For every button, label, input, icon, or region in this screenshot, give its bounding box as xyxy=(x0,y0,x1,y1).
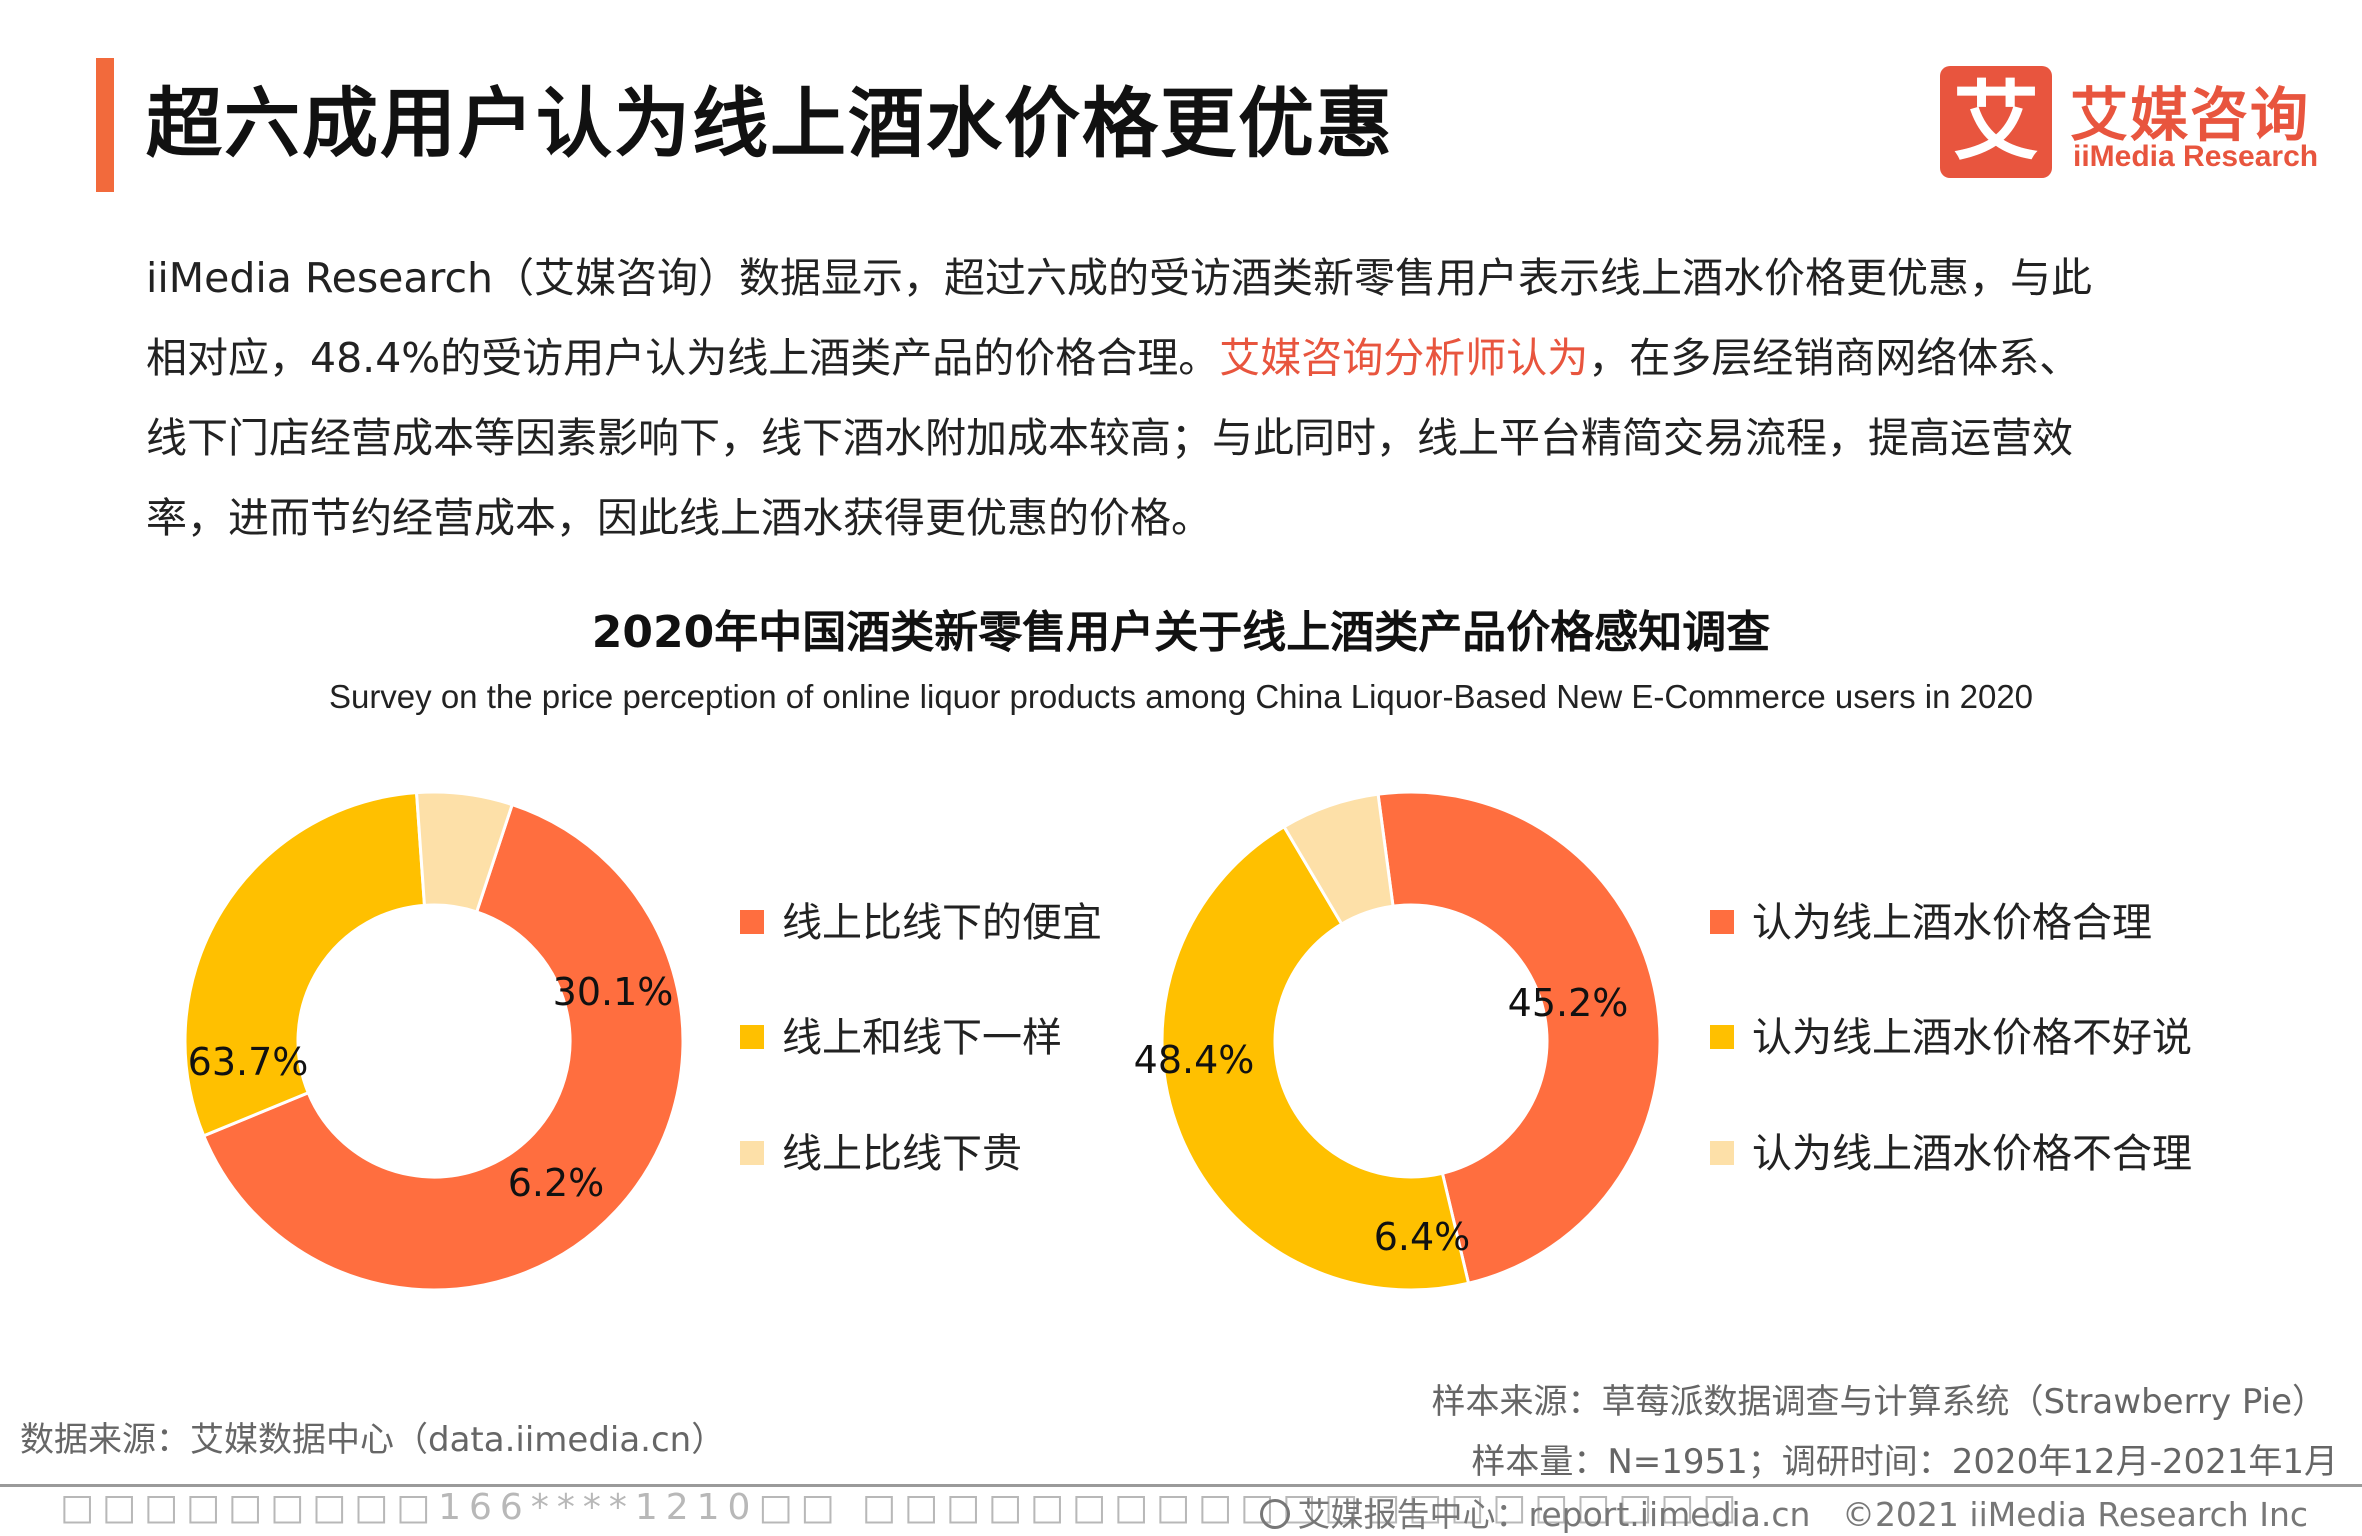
para-line-4: 率，进而节约经营成本，因此线上酒水获得更优惠的价格。 xyxy=(146,494,1212,542)
legend-item: 认为线上酒水价格不合理 xyxy=(1710,1129,2192,1179)
legend-swatch xyxy=(740,1025,764,1049)
report-center-link[interactable]: 艾媒报告中心：report.iimedia.cn xyxy=(1297,1495,1811,1534)
para-line-2-post: ，在多层经销商网络体系、 xyxy=(1588,334,2081,382)
copyright: ©2021 iiMedia Research Inc xyxy=(1841,1495,2308,1534)
legend-label: 认为线上酒水价格不好说 xyxy=(1752,1015,2192,1061)
legend-swatch xyxy=(1710,910,1734,934)
summary-paragraph: iiMedia Research（艾媒咨询）数据显示，超过六成的受访酒类新零售用… xyxy=(146,238,2236,558)
donut-slice xyxy=(183,791,427,1138)
donut-slice xyxy=(1282,792,1395,927)
legend-label: 认为线上酒水价格合理 xyxy=(1752,900,2152,946)
legend-item: 认为线上酒水价格合理 xyxy=(1710,898,2152,948)
footer-divider xyxy=(0,1484,2362,1487)
watermark-text: □□□□□□□□□166****1210□□ □□□□□□□□□□□□□□□□□… xyxy=(60,1487,1745,1528)
sample-source: 样本来源：草莓派数据调查与计算系统（Strawberry Pie） xyxy=(1431,1382,2326,1422)
slice-value-label: 63.7% xyxy=(188,1040,309,1084)
donut-slice xyxy=(1160,824,1471,1292)
donut-slice xyxy=(201,802,685,1292)
analyst-highlight: 艾媒咨询分析师认为 xyxy=(1219,334,1589,382)
donut-slice xyxy=(1376,790,1662,1286)
legend-item: 认为线上酒水价格不好说 xyxy=(1710,1013,2192,1063)
legend-item: 线上比线下贵 xyxy=(740,1129,1022,1179)
slice-value-label: 30.1% xyxy=(553,970,674,1014)
legend-label: 线上比线下的便宜 xyxy=(782,900,1102,946)
logo-mark: 艾 xyxy=(1940,66,2052,178)
donut-slice xyxy=(414,790,515,914)
legend-swatch xyxy=(1710,1025,1734,1049)
slice-value-label: 6.4% xyxy=(1374,1215,1471,1259)
legend-swatch xyxy=(740,910,764,934)
chart-title: 2020年中国酒类新零售用户关于线上酒类产品价格感知调查 xyxy=(591,607,1771,658)
legend-swatch xyxy=(1710,1141,1734,1165)
para-line-2-pre: 相对应，48.4%的受访用户认为线上酒类产品的价格合理。 xyxy=(146,334,1220,382)
legend-label: 线上比线下贵 xyxy=(782,1131,1022,1177)
legend-item: 线上和线下一样 xyxy=(740,1013,1062,1063)
legend-swatch xyxy=(740,1141,764,1165)
logo-cn-text: 艾媒咨询 xyxy=(2070,81,2311,149)
chart-subtitle: Survey on the price perception of online… xyxy=(328,678,2034,715)
iimedia-logo: 艾 艾媒咨询 iiMedia Research xyxy=(1940,62,2340,180)
para-line-3: 线下门店经营成本等因素影响下，线下酒水附加成本较高；与此同时，线上平台精简交易流… xyxy=(146,414,2073,462)
sample-size: 样本量：N=1951；调研时间：2020年12月-2021年1月 xyxy=(1471,1442,2338,1482)
globe-icon xyxy=(1259,1498,1290,1529)
data-source: 数据来源：艾媒数据中心（data.iimedia.cn） xyxy=(20,1420,726,1460)
legend-item: 线上比线下的便宜 xyxy=(740,898,1102,948)
para-line-1: iiMedia Research（艾媒咨询）数据显示，超过六成的受访酒类新零售用… xyxy=(146,254,2093,302)
logo-en-text: iiMedia Research xyxy=(2073,140,2319,173)
para-line-2: 相对应，48.4%的受访用户认为线上酒类产品的价格合理。艾媒咨询分析师认为，在多… xyxy=(146,318,2236,398)
slice-value-label: 6.2% xyxy=(508,1161,605,1205)
legend-label: 认为线上酒水价格不合理 xyxy=(1752,1131,2192,1177)
slice-value-label: 48.4% xyxy=(1134,1038,1255,1082)
slice-value-label: 45.2% xyxy=(1508,981,1629,1025)
legend-label: 线上和线下一样 xyxy=(782,1015,1062,1061)
page-title: 超六成用户认为线上酒水价格更优惠 xyxy=(146,79,1394,168)
title-accent-bar xyxy=(96,58,114,192)
footer-report-center: 艾媒报告中心：report.iimedia.cn ©2021 iiMedia R… xyxy=(1259,1488,2308,1536)
